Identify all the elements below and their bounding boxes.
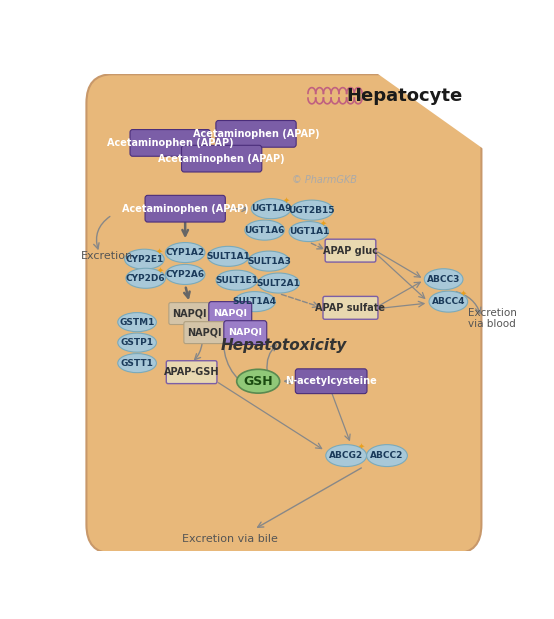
Ellipse shape (118, 313, 156, 332)
FancyBboxPatch shape (182, 145, 262, 172)
Text: UGT2B15: UGT2B15 (289, 206, 335, 215)
Text: Hepatocyte: Hepatocyte (346, 87, 462, 105)
Text: GSH: GSH (243, 374, 273, 387)
Text: N-acetylcysteine: N-acetylcysteine (285, 376, 377, 386)
Text: SULT2A1: SULT2A1 (257, 279, 301, 288)
Ellipse shape (290, 200, 334, 220)
Text: ✦: ✦ (283, 196, 289, 205)
FancyBboxPatch shape (130, 129, 211, 156)
Text: UGT1A1: UGT1A1 (289, 227, 329, 236)
Text: ✦: ✦ (459, 288, 466, 297)
FancyBboxPatch shape (224, 321, 267, 345)
Ellipse shape (252, 199, 291, 219)
Text: ABCG2: ABCG2 (329, 451, 363, 460)
Ellipse shape (118, 353, 156, 373)
Text: Acetaminophen (APAP): Acetaminophen (APAP) (193, 129, 319, 139)
Text: ABCC2: ABCC2 (370, 451, 404, 460)
FancyBboxPatch shape (295, 369, 367, 394)
Ellipse shape (289, 222, 329, 241)
Text: CYP1A2: CYP1A2 (166, 248, 205, 257)
Text: Excretion: Excretion (81, 251, 134, 261)
FancyBboxPatch shape (184, 322, 225, 344)
Ellipse shape (125, 249, 164, 269)
Text: SULT1E1: SULT1E1 (215, 275, 258, 285)
Text: ✦: ✦ (156, 246, 163, 255)
Text: SULT1A3: SULT1A3 (247, 257, 291, 266)
Text: ✦: ✦ (320, 219, 327, 228)
Text: © PharmGKB: © PharmGKB (292, 175, 357, 185)
Ellipse shape (216, 270, 257, 290)
Polygon shape (378, 74, 499, 160)
FancyBboxPatch shape (145, 196, 225, 222)
FancyBboxPatch shape (323, 297, 378, 319)
Ellipse shape (245, 220, 284, 240)
Text: Acetaminophen (APAP): Acetaminophen (APAP) (122, 204, 249, 214)
Text: NAPQI: NAPQI (228, 328, 262, 337)
Text: SULT1A1: SULT1A1 (206, 252, 250, 261)
Ellipse shape (429, 291, 468, 312)
Text: ABCC3: ABCC3 (427, 275, 460, 284)
Ellipse shape (248, 251, 290, 271)
FancyBboxPatch shape (216, 121, 296, 147)
Text: ABCC4: ABCC4 (432, 297, 465, 306)
Text: ✦: ✦ (157, 266, 164, 274)
Text: Acetaminophen (APAP): Acetaminophen (APAP) (107, 138, 233, 148)
Ellipse shape (166, 243, 205, 262)
Ellipse shape (234, 292, 275, 311)
FancyBboxPatch shape (169, 303, 210, 324)
Ellipse shape (258, 273, 299, 293)
Ellipse shape (367, 444, 407, 467)
Text: ✦: ✦ (358, 442, 365, 451)
Text: CYP2D6: CYP2D6 (126, 274, 166, 283)
Ellipse shape (118, 333, 156, 352)
Text: GSTM1: GSTM1 (120, 318, 155, 327)
Ellipse shape (208, 246, 249, 266)
Text: Acetaminophen (APAP): Acetaminophen (APAP) (158, 154, 285, 163)
FancyBboxPatch shape (166, 361, 217, 384)
Text: CYP2A6: CYP2A6 (166, 270, 205, 279)
Text: NAPQI: NAPQI (213, 309, 247, 318)
Text: Excretion
via blood: Excretion via blood (468, 308, 516, 329)
Text: NAPQI: NAPQI (187, 327, 222, 337)
Text: GSTT1: GSTT1 (121, 358, 153, 368)
Text: NAPQI: NAPQI (172, 308, 207, 319)
Text: APAP gluc: APAP gluc (323, 246, 378, 256)
Text: APAP sulfate: APAP sulfate (315, 303, 386, 313)
Text: SULT1A4: SULT1A4 (233, 297, 277, 306)
FancyBboxPatch shape (209, 301, 252, 326)
Text: UGT1A9: UGT1A9 (251, 204, 291, 213)
Ellipse shape (126, 268, 166, 288)
Ellipse shape (424, 269, 463, 290)
FancyBboxPatch shape (325, 239, 376, 262)
Ellipse shape (166, 264, 205, 285)
Ellipse shape (326, 444, 367, 467)
Text: GSTP1: GSTP1 (121, 338, 153, 347)
Text: APAP-GSH: APAP-GSH (164, 367, 219, 377)
Ellipse shape (237, 370, 280, 393)
Text: Hepatotoxicity: Hepatotoxicity (220, 339, 347, 353)
Text: CYP2E1: CYP2E1 (125, 254, 163, 264)
Text: UGT1A6: UGT1A6 (244, 226, 285, 235)
FancyBboxPatch shape (86, 74, 481, 553)
Text: Excretion via bile: Excretion via bile (182, 534, 278, 544)
